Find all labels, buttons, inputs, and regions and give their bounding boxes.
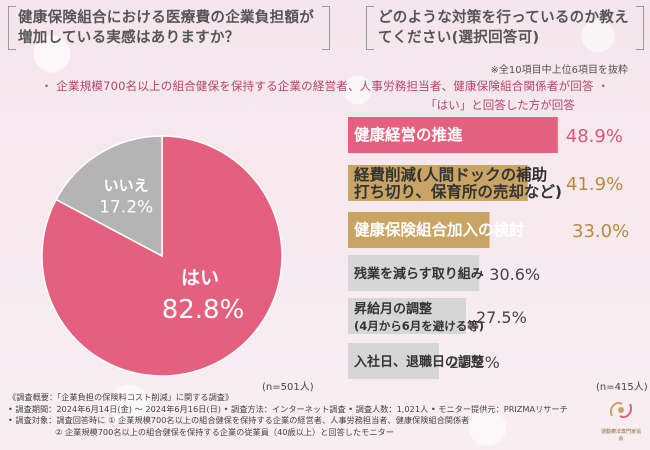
bar-n-label: (n=415人) — [596, 382, 648, 393]
left-question: 健康保険組合における医療費の企業負担額が増加している実感はありますか？ — [18, 10, 314, 46]
bar-value-4: 30.6% — [489, 265, 540, 284]
pie-value-no: 17.2% — [99, 197, 153, 217]
bar-label-1: 健康経営の推進 — [354, 125, 463, 144]
logo-text: 運動療法専門家協会 — [600, 429, 641, 442]
bar-value-2: 41.9% — [566, 174, 623, 195]
right-question-bracket-open — [366, 6, 374, 50]
bar-label-5-line2: (4月から6月を避ける等) — [354, 319, 484, 333]
bar-label-3: 健康保険組合加入の検討 — [354, 220, 525, 239]
bar-label-4: 残業を減らす取り組み — [354, 266, 484, 282]
bar-6 — [348, 343, 439, 379]
top-note: ※全10項目中上位6項目を抜粋 — [490, 65, 628, 76]
survey-note: ・ 企業規模700名以上の組合健保を保持する企業の経営者、人事労務担当者、健康保… — [40, 79, 610, 93]
bar-label-6: 入社日、退職日の調整 — [354, 354, 485, 370]
bar-1 — [348, 117, 558, 153]
footer-line-1: 《調査概要：「企業負担の保険料コスト削減」に関する調査》 — [8, 392, 234, 402]
pie-slice-no — [55, 135, 163, 258]
bar-value-5: 27.5% — [476, 308, 527, 327]
right-question: どのような対策を行っているのか教えてください(選択回答可) — [378, 10, 629, 46]
bar-4 — [348, 255, 480, 291]
logo: 運動療法専門家協会 — [600, 398, 642, 442]
left-question-bracket-open — [8, 6, 16, 50]
footer-line-2: • 調査期間：2024年6月14日(金) ～ 2024年6月16日(日) • 調… — [8, 403, 568, 414]
bar-3 — [348, 212, 490, 248]
yes-note: 「はい」と回答した方が回答 — [425, 98, 575, 112]
right-question-bracket-close — [636, 6, 644, 50]
bar-2 — [348, 165, 528, 201]
pie-label-no: いいえ — [104, 176, 149, 194]
bar-value-3: 33.0% — [572, 221, 629, 242]
logo-mark-icon — [610, 402, 632, 418]
bar-label-2-line1: 経費削減(人間ドックの補助 — [354, 165, 547, 184]
footer-line-3: • 調査対象：調査回答時に ① 企業規模700名以上の組合健保を保持する企業の経… — [8, 415, 470, 425]
pie-label-yes: はい — [181, 267, 219, 289]
pie-n-label: (n=501人) — [262, 382, 314, 393]
bar-value-1: 48.9% — [566, 126, 623, 147]
survey-footer: 《調査概要：「企業負担の保険料コスト削減」に関する調査》 • 調査期間：2024… — [8, 392, 588, 438]
pie-value-yes: 82.8% — [162, 295, 245, 325]
bar-label-5-line1: 昇給月の調整 — [354, 301, 433, 317]
bar-label-2-line2: 打ち切り、保育所の売却など) — [354, 182, 562, 201]
bar-5 — [348, 298, 466, 334]
footer-line-4: ② 企業規模700名以上の組合健保を保持する企業の従業員（40歳以上）と回答した… — [55, 426, 394, 437]
bar-value-6: 21.2% — [449, 353, 500, 372]
left-question-bracket-close — [322, 6, 330, 50]
